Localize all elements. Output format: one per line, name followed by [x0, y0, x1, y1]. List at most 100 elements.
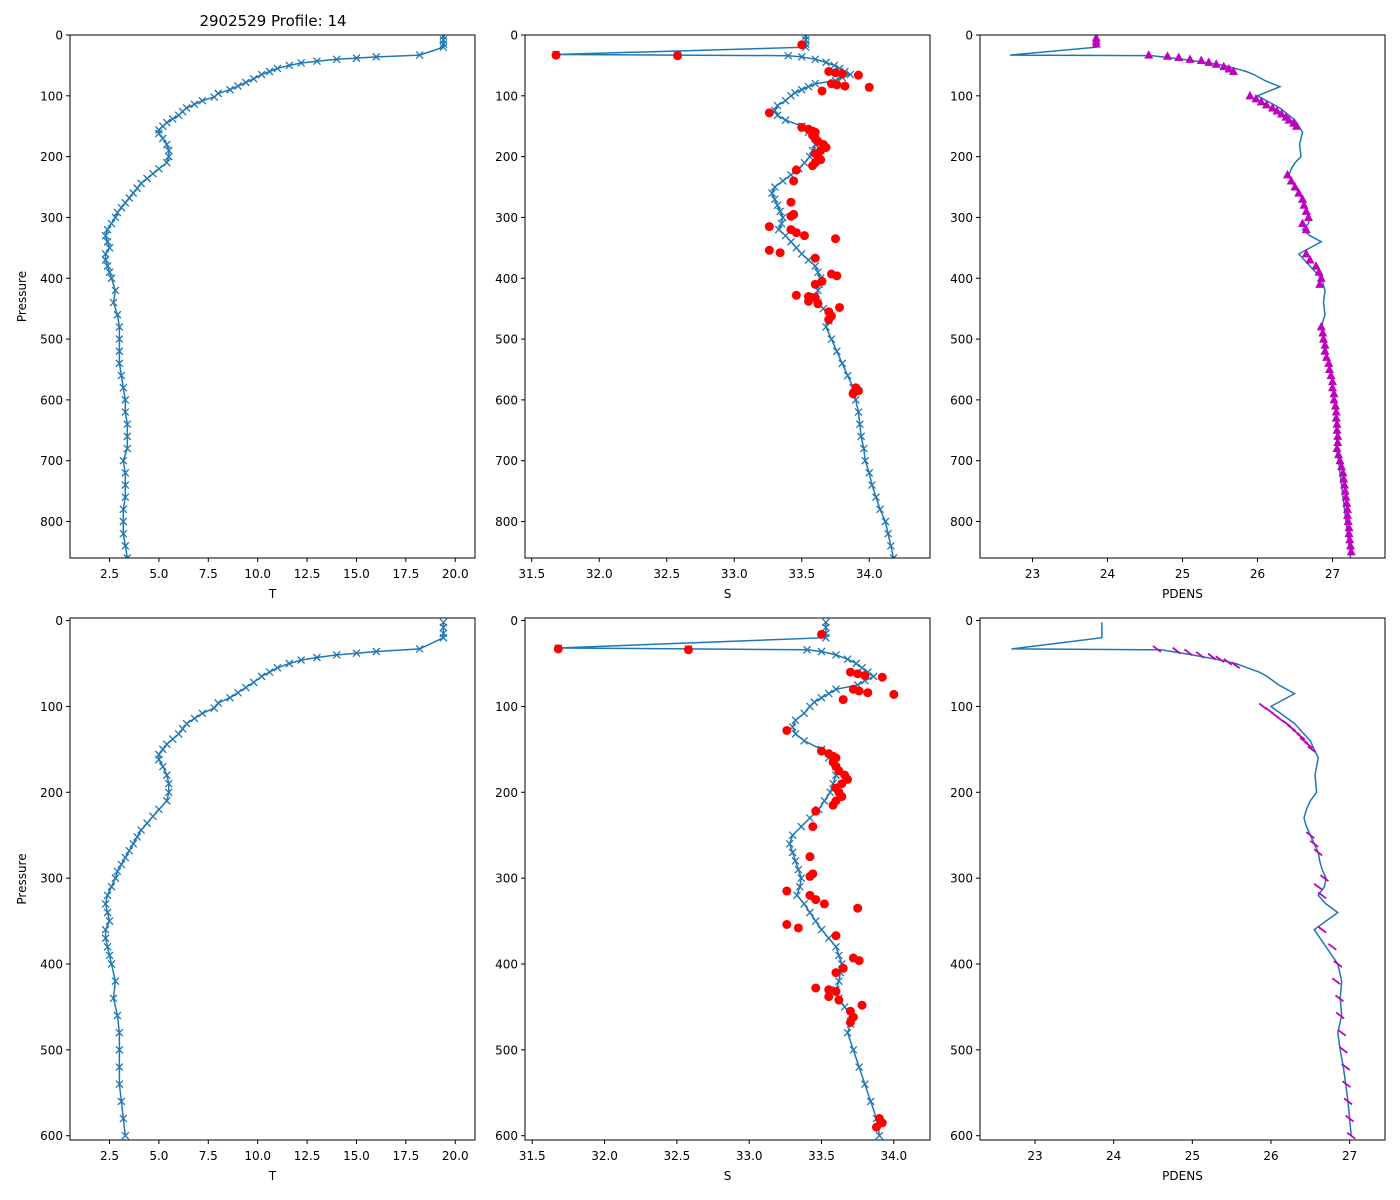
y-tick-label: 400	[40, 957, 63, 971]
data-point-x	[803, 645, 812, 654]
x-tick-label: 31.5	[519, 1149, 546, 1163]
data-point-x	[121, 408, 130, 417]
data-point-x	[797, 874, 806, 883]
flagged-point-triangle	[1211, 59, 1221, 68]
flagged-point-triangle	[1185, 54, 1195, 63]
figure-title: 2902529 Profile: 14	[199, 12, 346, 30]
flagged-point-triangle	[1298, 218, 1307, 228]
data-point-x	[884, 529, 893, 538]
y-tick-label: 0	[510, 614, 518, 628]
data-point-x	[125, 846, 134, 855]
data-point-x	[770, 183, 779, 191]
data-point-x	[113, 867, 122, 876]
data-point-x	[103, 237, 112, 246]
data-point-x	[811, 55, 820, 64]
data-point-x	[869, 672, 878, 681]
data-point-x	[881, 517, 890, 526]
data-point-x	[797, 85, 806, 94]
flagged-point-triangle	[1301, 248, 1311, 258]
flagged-point-triangle	[1332, 425, 1342, 434]
flagged-point-triangle	[1320, 346, 1330, 355]
flagged-point-triangle	[1335, 455, 1345, 465]
flagged-point-triangle	[1343, 510, 1352, 519]
flagged-point	[824, 66, 834, 76]
series-line-PDENS	[1009, 36, 1352, 558]
data-point-x	[115, 1080, 124, 1089]
data-point-x	[101, 249, 110, 258]
data-point-x	[119, 456, 128, 465]
flagged-point-triangle	[1328, 376, 1337, 386]
data-point-x	[149, 169, 157, 178]
flagged-point-triangle	[1268, 102, 1277, 112]
y-tick-label: 100	[40, 89, 63, 103]
data-point-x	[121, 395, 130, 404]
data-point-x	[859, 444, 868, 453]
flagged-point	[824, 992, 834, 1002]
data-point-x	[143, 819, 152, 828]
data-point-x	[800, 899, 809, 908]
flagged-point-triangle	[1174, 52, 1184, 62]
y-tick-label: 200	[495, 150, 518, 164]
x-tick-label: 20.0	[442, 567, 469, 581]
flagged-point-triangle	[1341, 492, 1351, 501]
flagged-point-segment	[1207, 652, 1217, 661]
data-point-x	[811, 917, 820, 926]
x-tick-label: 34.0	[880, 1149, 907, 1163]
data-point-x	[233, 688, 242, 697]
flagged-point-triangle	[1331, 413, 1341, 422]
flagged-point	[854, 686, 864, 696]
data-point-x	[791, 857, 800, 865]
data-point-x	[788, 848, 797, 857]
x-tick-label: 5.0	[149, 567, 168, 581]
flagged-point-segment	[1309, 840, 1319, 848]
flagged-point	[808, 161, 818, 171]
y-tick-label: 100	[495, 89, 518, 103]
flagged-point-triangle	[1318, 327, 1328, 337]
flagged-point	[811, 895, 821, 905]
x-tick-label: 27	[1342, 1149, 1357, 1163]
flagged-point	[838, 963, 848, 973]
y-tick-label: 100	[950, 700, 973, 714]
data-point-x	[866, 1097, 875, 1106]
data-point-x	[162, 771, 171, 780]
series-line-PDENS	[1011, 622, 1352, 1136]
flagged-point-triangle	[1256, 96, 1266, 106]
data-point-x	[119, 1114, 128, 1123]
data-point-x	[788, 831, 797, 840]
data-point-x	[794, 865, 803, 874]
y-tick-label: 500	[495, 1043, 518, 1057]
data-point-x	[852, 659, 861, 668]
data-point-x	[838, 359, 847, 368]
data-point-x	[372, 647, 381, 656]
flagged-point	[805, 852, 815, 862]
flagged-point	[824, 985, 834, 995]
data-point-x	[285, 659, 294, 668]
flagged-point	[831, 234, 840, 244]
data-point-x	[439, 40, 448, 49]
flagged-point	[853, 669, 863, 679]
flagged-point-triangle	[1224, 64, 1234, 73]
data-point-x	[123, 432, 132, 441]
data-point-x	[103, 225, 112, 234]
data-point-x	[439, 35, 448, 41]
data-point-x	[154, 755, 163, 764]
flagged-point-segment	[1317, 891, 1327, 900]
flagged-point-triangle	[1305, 255, 1315, 264]
data-point-x	[352, 54, 361, 63]
data-point-x	[770, 195, 779, 204]
flagged-point	[832, 271, 842, 281]
data-point-x	[830, 61, 839, 70]
data-point-x	[843, 371, 852, 380]
flagged-point	[877, 672, 887, 682]
data-point-x	[867, 481, 876, 489]
data-point-x	[332, 55, 341, 64]
data-point-x	[821, 623, 830, 632]
data-point-x	[824, 689, 833, 698]
y-tick-label: 600	[950, 393, 973, 407]
data-point-x	[855, 1063, 864, 1071]
flagged-point-triangle	[1320, 340, 1330, 349]
x-axis-label: S	[724, 1169, 732, 1183]
x-tick-label: 33.5	[788, 567, 815, 581]
x-tick-label: 32.5	[664, 1149, 691, 1163]
data-point-x	[226, 693, 234, 702]
